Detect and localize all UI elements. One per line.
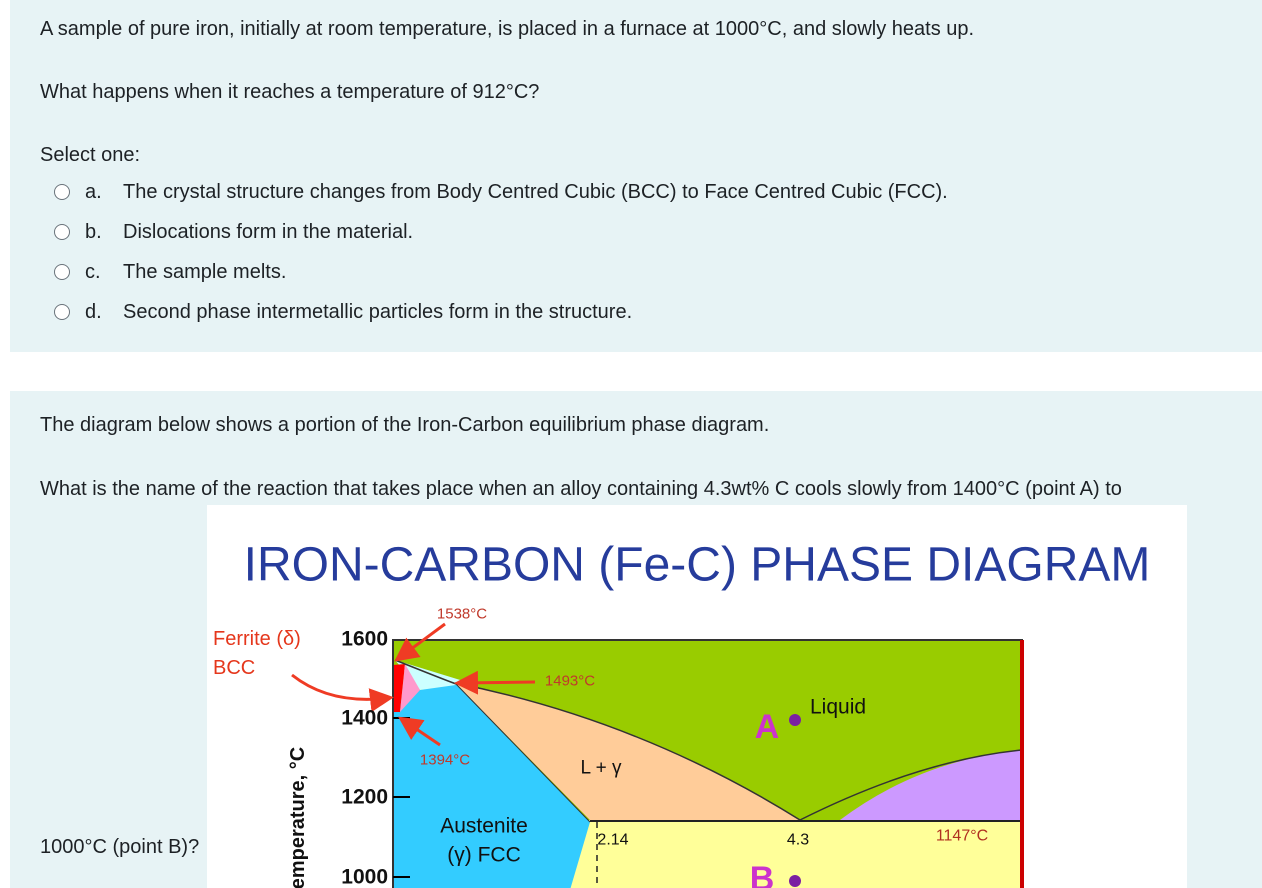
- arrow: [454, 670, 536, 695]
- option-letter[interactable]: d.: [85, 301, 102, 323]
- delta-gamma-region: [400, 664, 420, 712]
- annotation: 2.14: [597, 832, 628, 849]
- solidus: [454, 682, 591, 823]
- y-label: 1400: [341, 707, 388, 730]
- l-gamma-region: [455, 683, 800, 820]
- question-text: The diagram below shows a portion of the…: [40, 414, 770, 436]
- point-label: B: [750, 860, 775, 888]
- y-label: 1600: [341, 628, 388, 651]
- phase-diagram: IRON-CARBON (Fe-C) PHASE DIAGRAM 1538°C …: [207, 505, 1187, 888]
- figure-title: IRON-CARBON (Fe-C) PHASE DIAGRAM: [244, 539, 1151, 592]
- radio-button[interactable]: [54, 184, 70, 200]
- option-letter[interactable]: b.: [85, 221, 102, 243]
- prompt: Select one:: [40, 144, 141, 166]
- option-letter[interactable]: c.: [85, 261, 101, 283]
- y-label: 1200: [341, 786, 388, 809]
- arrow: [398, 716, 441, 747]
- annotation: 4.3: [787, 832, 809, 849]
- question-text: What is the name of the reaction that ta…: [40, 478, 1122, 500]
- option-text[interactable]: Dislocations form in the material.: [123, 221, 414, 243]
- option-text[interactable]: The sample melts.: [123, 261, 287, 283]
- radio-button[interactable]: [54, 304, 70, 320]
- annotation: 1147°C: [936, 828, 988, 845]
- annotation: Austenite: [440, 815, 528, 838]
- point-label: A: [755, 708, 780, 746]
- annotation: L + γ: [580, 758, 622, 779]
- annotation: (γ) FCC: [447, 844, 520, 867]
- cementite-liquid-region: [840, 750, 1022, 820]
- point-a-dot: [789, 714, 801, 726]
- question-text: 1000°C (point B)?: [40, 836, 200, 858]
- point-b-dot: [789, 875, 801, 887]
- annotation: 1538°C: [437, 606, 487, 623]
- y-axis-label: Temperature, °C: [287, 747, 309, 888]
- arrow: [291, 673, 394, 713]
- radio-button[interactable]: [54, 224, 70, 240]
- annotation: Liquid: [810, 696, 866, 719]
- annotation: 1493°C: [545, 673, 595, 690]
- annotation: BCC: [213, 657, 255, 679]
- annotation: Ferrite (δ): [213, 628, 301, 650]
- option-text[interactable]: Second phase intermetallic particles for…: [123, 301, 633, 323]
- ferrite-region: [393, 664, 405, 712]
- question-1: A sample of pure iron, initially at room…: [10, 0, 1262, 352]
- y-label: 1000: [341, 866, 388, 888]
- annotation: 1394°C: [420, 752, 470, 769]
- question-text: A sample of pure iron, initially at room…: [40, 18, 975, 40]
- austenite-region: [393, 683, 590, 888]
- option-text[interactable]: The crystal structure changes from Body …: [123, 181, 948, 203]
- radio-button[interactable]: [54, 264, 70, 280]
- question-text: What happens when it reaches a temperatu…: [40, 81, 540, 103]
- option-letter[interactable]: a.: [85, 181, 102, 203]
- arrow: [394, 622, 446, 662]
